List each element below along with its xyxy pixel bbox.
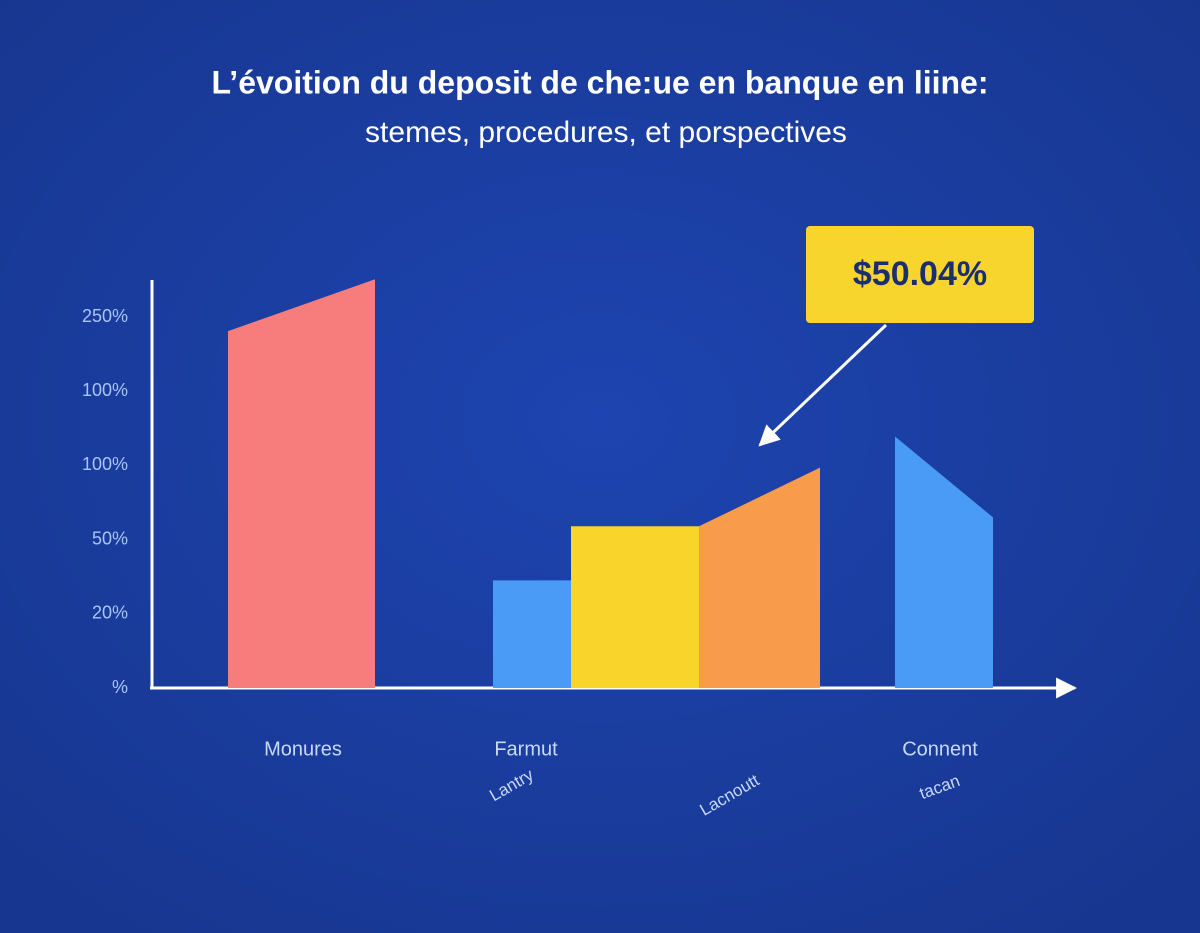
annotation-box (806, 226, 1034, 323)
y-tick-label: % (112, 677, 128, 697)
chart-title: L’évoition du deposit de che:ue en banqu… (212, 64, 989, 100)
bar (493, 580, 571, 688)
bar (571, 526, 699, 688)
bar (895, 436, 993, 688)
y-tick-label: 20% (92, 603, 128, 623)
bar (228, 279, 375, 688)
x-tick-label: Farmut (494, 738, 558, 760)
chart-subtitle: stemes, procedures, et porspectives (365, 116, 847, 149)
annotation-arrow (758, 323, 888, 447)
y-tick-label: 50% (92, 528, 128, 548)
y-tick-label: 100% (82, 454, 128, 474)
y-tick-label: 100% (82, 380, 128, 400)
bar (699, 467, 820, 688)
x-tick-label: Connent (902, 738, 978, 760)
annotation: $50.04% (853, 255, 987, 293)
y-tick-label: 250% (82, 306, 128, 326)
x-tick-label: Monures (264, 738, 342, 760)
